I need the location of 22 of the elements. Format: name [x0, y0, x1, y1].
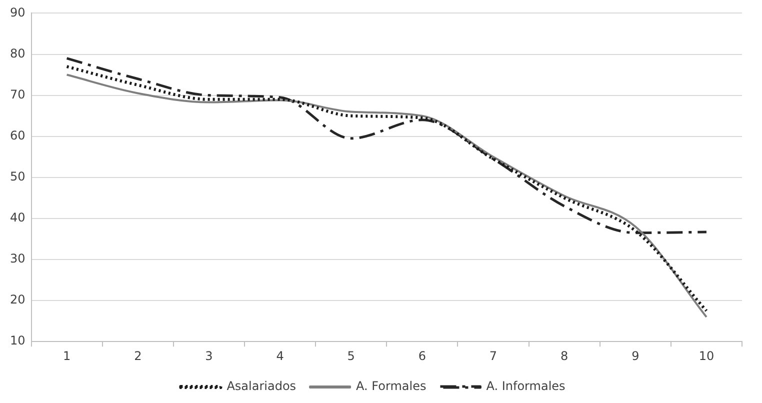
x-tick-label: 3: [205, 348, 213, 363]
x-tick-label: 7: [489, 348, 498, 363]
y-tick-label: 70: [10, 87, 26, 102]
y-tick-label: 40: [10, 210, 26, 225]
x-tick-label: 2: [134, 348, 142, 363]
y-tick-label: 10: [10, 334, 26, 348]
x-tick-label: 1: [62, 348, 71, 363]
y-tick-label: 60: [10, 128, 26, 142]
legend-label: Asalariados: [226, 379, 296, 394]
x-tick-label: 6: [418, 348, 426, 363]
legend-label: A. Informales: [486, 379, 566, 394]
y-tick-label: 80: [10, 46, 26, 60]
y-tick-label: 90: [10, 5, 26, 20]
legend-label: A. Formales: [356, 379, 426, 394]
y-tick-label: 20: [10, 292, 26, 307]
x-tick-label: 8: [560, 348, 568, 363]
y-tick-label: 30: [10, 252, 26, 266]
x-tick-label: 4: [276, 348, 284, 363]
y-tick-label: 50: [10, 170, 26, 184]
x-tick-label: 5: [347, 348, 355, 363]
x-tick-label: 9: [632, 348, 640, 363]
x-tick-label: 10: [698, 348, 714, 363]
